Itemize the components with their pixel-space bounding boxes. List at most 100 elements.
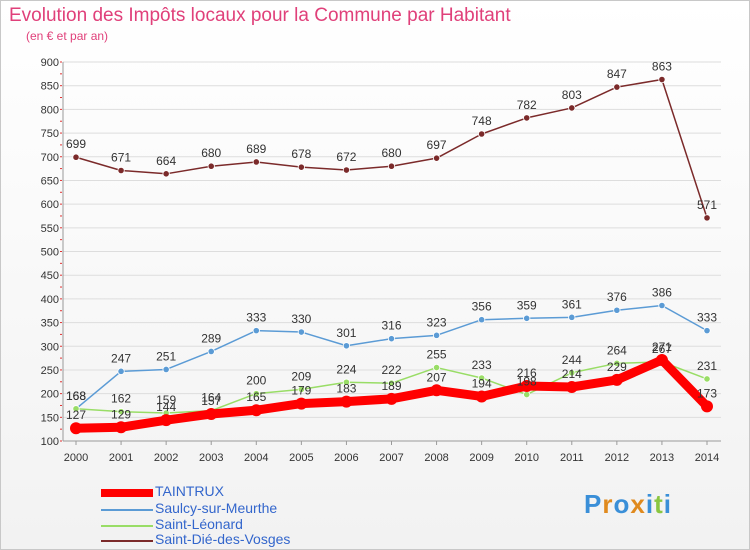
data-label: 233: [472, 358, 492, 372]
y-tick-label: 900: [41, 57, 59, 69]
data-point: [295, 397, 308, 410]
data-point: [340, 395, 353, 408]
data-label: 231: [697, 359, 717, 373]
chart-title: Evolution des Impôts locaux pour la Comm…: [9, 5, 511, 26]
data-label: 697: [427, 138, 447, 152]
data-label: 216: [517, 366, 537, 380]
data-label: 289: [201, 331, 221, 345]
data-label: 267: [652, 342, 672, 356]
data-point: [70, 422, 82, 435]
data-label: 333: [697, 311, 717, 325]
data-point: [160, 414, 173, 427]
data-point: [205, 407, 218, 420]
data-label: 689: [246, 142, 266, 156]
data-point: [342, 166, 351, 174]
grid: [63, 61, 721, 442]
data-point: [207, 347, 215, 356]
legend-item-saint-die: Saint-Dié-des-Vosges: [101, 531, 361, 549]
data-point: [703, 214, 711, 222]
data-label: 168: [66, 389, 86, 403]
data-point: [520, 380, 533, 393]
data-point: [297, 328, 305, 336]
data-point: [658, 75, 666, 84]
data-point: [478, 130, 486, 138]
data-point: [523, 314, 531, 322]
data-point: [701, 400, 713, 413]
y-tick-label: 150: [41, 412, 59, 424]
data-label: 209: [291, 369, 311, 383]
data-point: [250, 404, 263, 417]
data-label: 183: [336, 382, 356, 396]
data-label: 782: [517, 98, 537, 112]
y-tick-label: 450: [41, 270, 59, 282]
legend-label: Saint-Léonard: [155, 516, 243, 532]
data-label: 194: [472, 376, 492, 390]
data-point: [523, 390, 531, 399]
data-label: 198: [517, 375, 537, 389]
data-point: [162, 365, 170, 374]
x-tick-label: 2011: [560, 452, 584, 464]
data-point: [610, 373, 623, 386]
data-label: 214: [562, 367, 582, 381]
y-tick-label: 500: [41, 247, 59, 259]
data-point: [117, 166, 125, 175]
data-label: 247: [111, 351, 131, 365]
x-tick-label: 2000: [64, 452, 88, 464]
data-label: 200: [246, 374, 266, 388]
data-point: [387, 379, 396, 387]
data-label: 803: [562, 88, 582, 102]
data-label: 376: [607, 290, 627, 304]
data-label: 129: [111, 407, 131, 421]
data-label: 680: [381, 146, 401, 160]
data-label: 173: [697, 386, 717, 400]
data-label: 222: [381, 363, 401, 377]
y-tick-label: 700: [41, 152, 59, 164]
data-label: 680: [201, 146, 221, 160]
data-label: 330: [291, 312, 311, 326]
data-label: 678: [291, 147, 311, 161]
data-label: 301: [336, 326, 356, 340]
data-label: 165: [246, 390, 266, 404]
data-label: 255: [427, 348, 447, 362]
data-point: [613, 83, 621, 91]
x-tick-label: 2008: [424, 452, 448, 464]
data-point: [432, 331, 441, 339]
legend-swatch: [101, 509, 153, 511]
data-point: [703, 327, 711, 335]
y-tick-label: 300: [41, 341, 59, 353]
data-label: 168: [66, 389, 86, 403]
data-label: 127: [66, 408, 86, 422]
y-tick-label: 850: [41, 81, 59, 93]
data-label: 271: [652, 340, 672, 354]
data-point: [72, 153, 80, 161]
logo-letter: i: [663, 489, 672, 519]
x-tick-label: 2013: [650, 452, 674, 464]
axes: 100 150 200 250 300 350 400 450 500 550 600 650 700 7…: [41, 57, 721, 464]
data-point: [207, 162, 215, 170]
data-label: 664: [156, 154, 176, 168]
data-label: 179: [291, 384, 311, 398]
data-label: 361: [562, 297, 582, 311]
y-tick-label: 250: [41, 365, 59, 377]
data-point: [387, 335, 396, 343]
data-label: 224: [336, 362, 356, 376]
data-point: [115, 421, 128, 434]
x-tick-label: 2014: [695, 452, 719, 464]
data-label: 244: [562, 353, 582, 367]
data-point: [252, 158, 260, 166]
data-point: [432, 154, 441, 162]
data-label: 162: [111, 392, 131, 406]
data-label: 748: [472, 114, 492, 128]
x-tick-label: 2004: [244, 452, 268, 464]
logo-letter: r: [602, 489, 614, 519]
chart-subtitle: (en € et par an): [26, 29, 109, 43]
series-lines: [70, 75, 713, 435]
data-point: [252, 327, 260, 335]
data-point: [565, 380, 578, 393]
data-point: [297, 385, 305, 393]
legend-label: Saint-Dié-des-Vosges: [155, 531, 291, 547]
legend-label: TAINTRUX: [155, 483, 224, 499]
data-point: [613, 306, 621, 314]
data-label: 316: [381, 319, 401, 333]
data-label: 672: [336, 150, 356, 164]
